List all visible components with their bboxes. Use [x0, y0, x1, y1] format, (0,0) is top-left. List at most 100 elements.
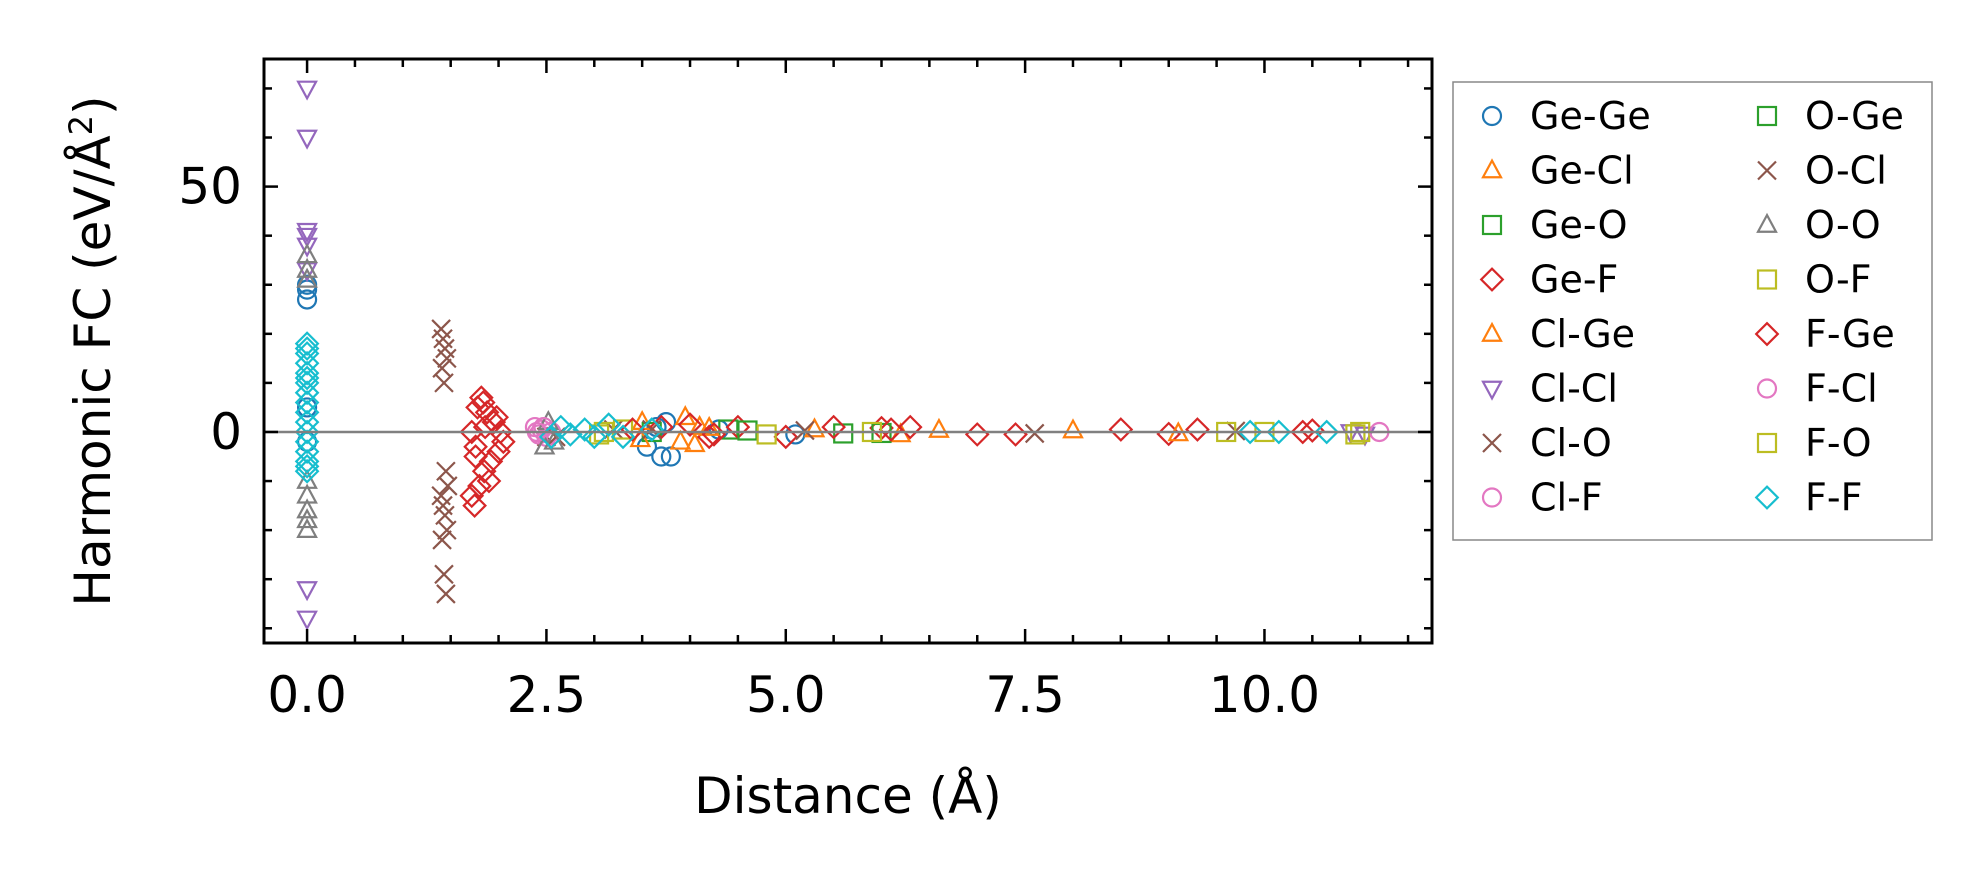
data-point-f-f	[610, 424, 636, 450]
data-point-f-f	[581, 424, 607, 450]
data-point-cl-cl	[296, 262, 318, 283]
legend-marker-f-ge	[1754, 321, 1780, 347]
data-point-ge-cl	[669, 429, 692, 450]
legend-label: F-Ge	[1805, 312, 1895, 356]
data-point-ge-f	[484, 404, 509, 430]
data-point-ge-f	[486, 439, 511, 464]
data-point-f-f	[548, 414, 574, 440]
legend-marker-cl-cl	[1481, 380, 1503, 401]
data-point-o-o	[296, 517, 318, 538]
data-point-f-f	[596, 412, 622, 437]
legend-marker-cl-ge	[1481, 321, 1503, 342]
data-point-f-ge	[463, 434, 488, 460]
legend-entry-cl-cl: Cl-Cl	[1481, 367, 1618, 411]
data-point-f-f	[294, 336, 320, 361]
legend-label: Ge-Cl	[1530, 149, 1634, 193]
legend-entry-o-ge: O-Ge	[1756, 94, 1904, 138]
legend-label: F-O	[1805, 421, 1872, 465]
legend-marker-ge-ge	[1481, 105, 1503, 127]
legend-marker-ge-f	[1479, 267, 1505, 292]
legend-label: Ge-F	[1530, 258, 1618, 302]
data-point-f-ge	[1290, 419, 1316, 445]
legend-entry-o-f: O-F	[1756, 258, 1872, 302]
legend-entry-ge-f: Ge-F	[1479, 258, 1618, 302]
data-point-o-o	[296, 267, 318, 288]
legend-marker-f-o	[1756, 432, 1778, 454]
data-point-ge-cl	[803, 417, 826, 438]
x-tick-label: 7.5	[985, 666, 1065, 724]
data-point-f-f	[294, 429, 320, 455]
data-point-o-o	[296, 508, 318, 529]
legend-label: Cl-Cl	[1530, 367, 1618, 411]
legend-label: O-O	[1805, 203, 1881, 247]
legend-entry-cl-ge: Cl-Ge	[1481, 312, 1635, 356]
x-tick-label: 0.0	[267, 666, 347, 724]
legend-entry-o-cl: O-Cl	[1757, 149, 1887, 193]
y-tick-label: 0	[210, 403, 242, 461]
data-point-cl-o	[437, 348, 457, 369]
legend-label: Ge-Ge	[1530, 94, 1651, 138]
legend-marker-o-ge	[1756, 105, 1778, 127]
data-point-f-f	[294, 458, 320, 484]
legend-entry-f-cl: F-Cl	[1756, 367, 1878, 411]
data-point-o-cl	[795, 420, 815, 441]
x-tick-label: 10.0	[1209, 666, 1320, 724]
legend-entry-f-ge: F-Ge	[1754, 312, 1895, 356]
data-point-o-f	[756, 424, 777, 445]
data-point-cl-o	[437, 520, 457, 540]
data-point-ge-f	[476, 468, 502, 494]
data-point-ge-f	[471, 458, 497, 484]
data-point-f-f	[572, 417, 598, 442]
data-point-f-f	[294, 331, 320, 356]
legend-frame	[1452, 81, 1933, 541]
y-axis-label-superscript: 2	[62, 115, 100, 135]
y-tick-label: 50	[178, 158, 242, 216]
legend-label: O-F	[1805, 258, 1872, 302]
data-point-f-ge	[1185, 417, 1210, 442]
data-point-f-o	[1345, 424, 1366, 445]
data-point-ge-cl	[1062, 418, 1084, 439]
data-point-f-ge	[488, 419, 513, 445]
data-point-o-ge	[737, 420, 758, 441]
legend-label: O-Cl	[1805, 149, 1887, 193]
legend-marker-cl-f	[1481, 487, 1503, 508]
data-point-f-ge	[472, 414, 498, 440]
data-point-cl-o	[436, 584, 456, 604]
data-point-ge-ge	[296, 397, 318, 418]
x-tick-label: 2.5	[507, 666, 587, 724]
data-point-f-f	[639, 417, 665, 442]
legend-label: Cl-O	[1530, 421, 1612, 465]
data-point-cl-o	[434, 564, 454, 585]
data-point-f-f	[294, 449, 320, 474]
data-point-ge-f	[773, 424, 799, 450]
data-point-cl-ge	[698, 415, 721, 436]
data-point-ge-cl	[683, 432, 706, 453]
data-point-f-f	[294, 341, 320, 366]
data-point-o-o	[296, 498, 318, 519]
legend-marker-f-cl	[1756, 378, 1778, 399]
legend-entry-ge-cl: Ge-Cl	[1481, 149, 1634, 193]
data-point-ge-f	[470, 390, 496, 415]
x-tick-label: 5.0	[746, 666, 826, 724]
data-point-f-f	[294, 439, 320, 464]
legend-label: Cl-F	[1530, 476, 1603, 520]
legend-label: Cl-Ge	[1530, 312, 1635, 356]
data-point-f-f	[294, 360, 320, 386]
legend-marker-f-f	[1754, 485, 1780, 510]
data-point-cl-o	[432, 530, 452, 550]
legend-entry-f-f: F-F	[1754, 476, 1862, 520]
data-point-ge-ge	[785, 424, 806, 445]
data-point-f-f	[1266, 419, 1292, 445]
data-point-f-f	[294, 380, 320, 406]
legend-label: Ge-O	[1530, 203, 1628, 247]
legend: Ge-Ge Ge-Cl Ge-O Ge-F Cl-Ge Cl-Cl Cl-O Cl-F O-Ge…	[1452, 81, 1933, 541]
data-point-f-ge	[878, 417, 904, 442]
legend-entry-cl-f: Cl-F	[1481, 476, 1603, 520]
legend-entries: Ge-Ge Ge-Cl Ge-O Ge-F Cl-Ge Cl-Cl Cl-O Cl-F O-Ge…	[1479, 94, 1904, 520]
data-point-ge-cl	[674, 405, 697, 426]
legend-entry-ge-o: Ge-O	[1481, 203, 1628, 247]
data-point-ge-f	[897, 414, 923, 440]
series-ge-cl	[631, 405, 1084, 453]
data-point-ge-f	[1108, 417, 1134, 442]
